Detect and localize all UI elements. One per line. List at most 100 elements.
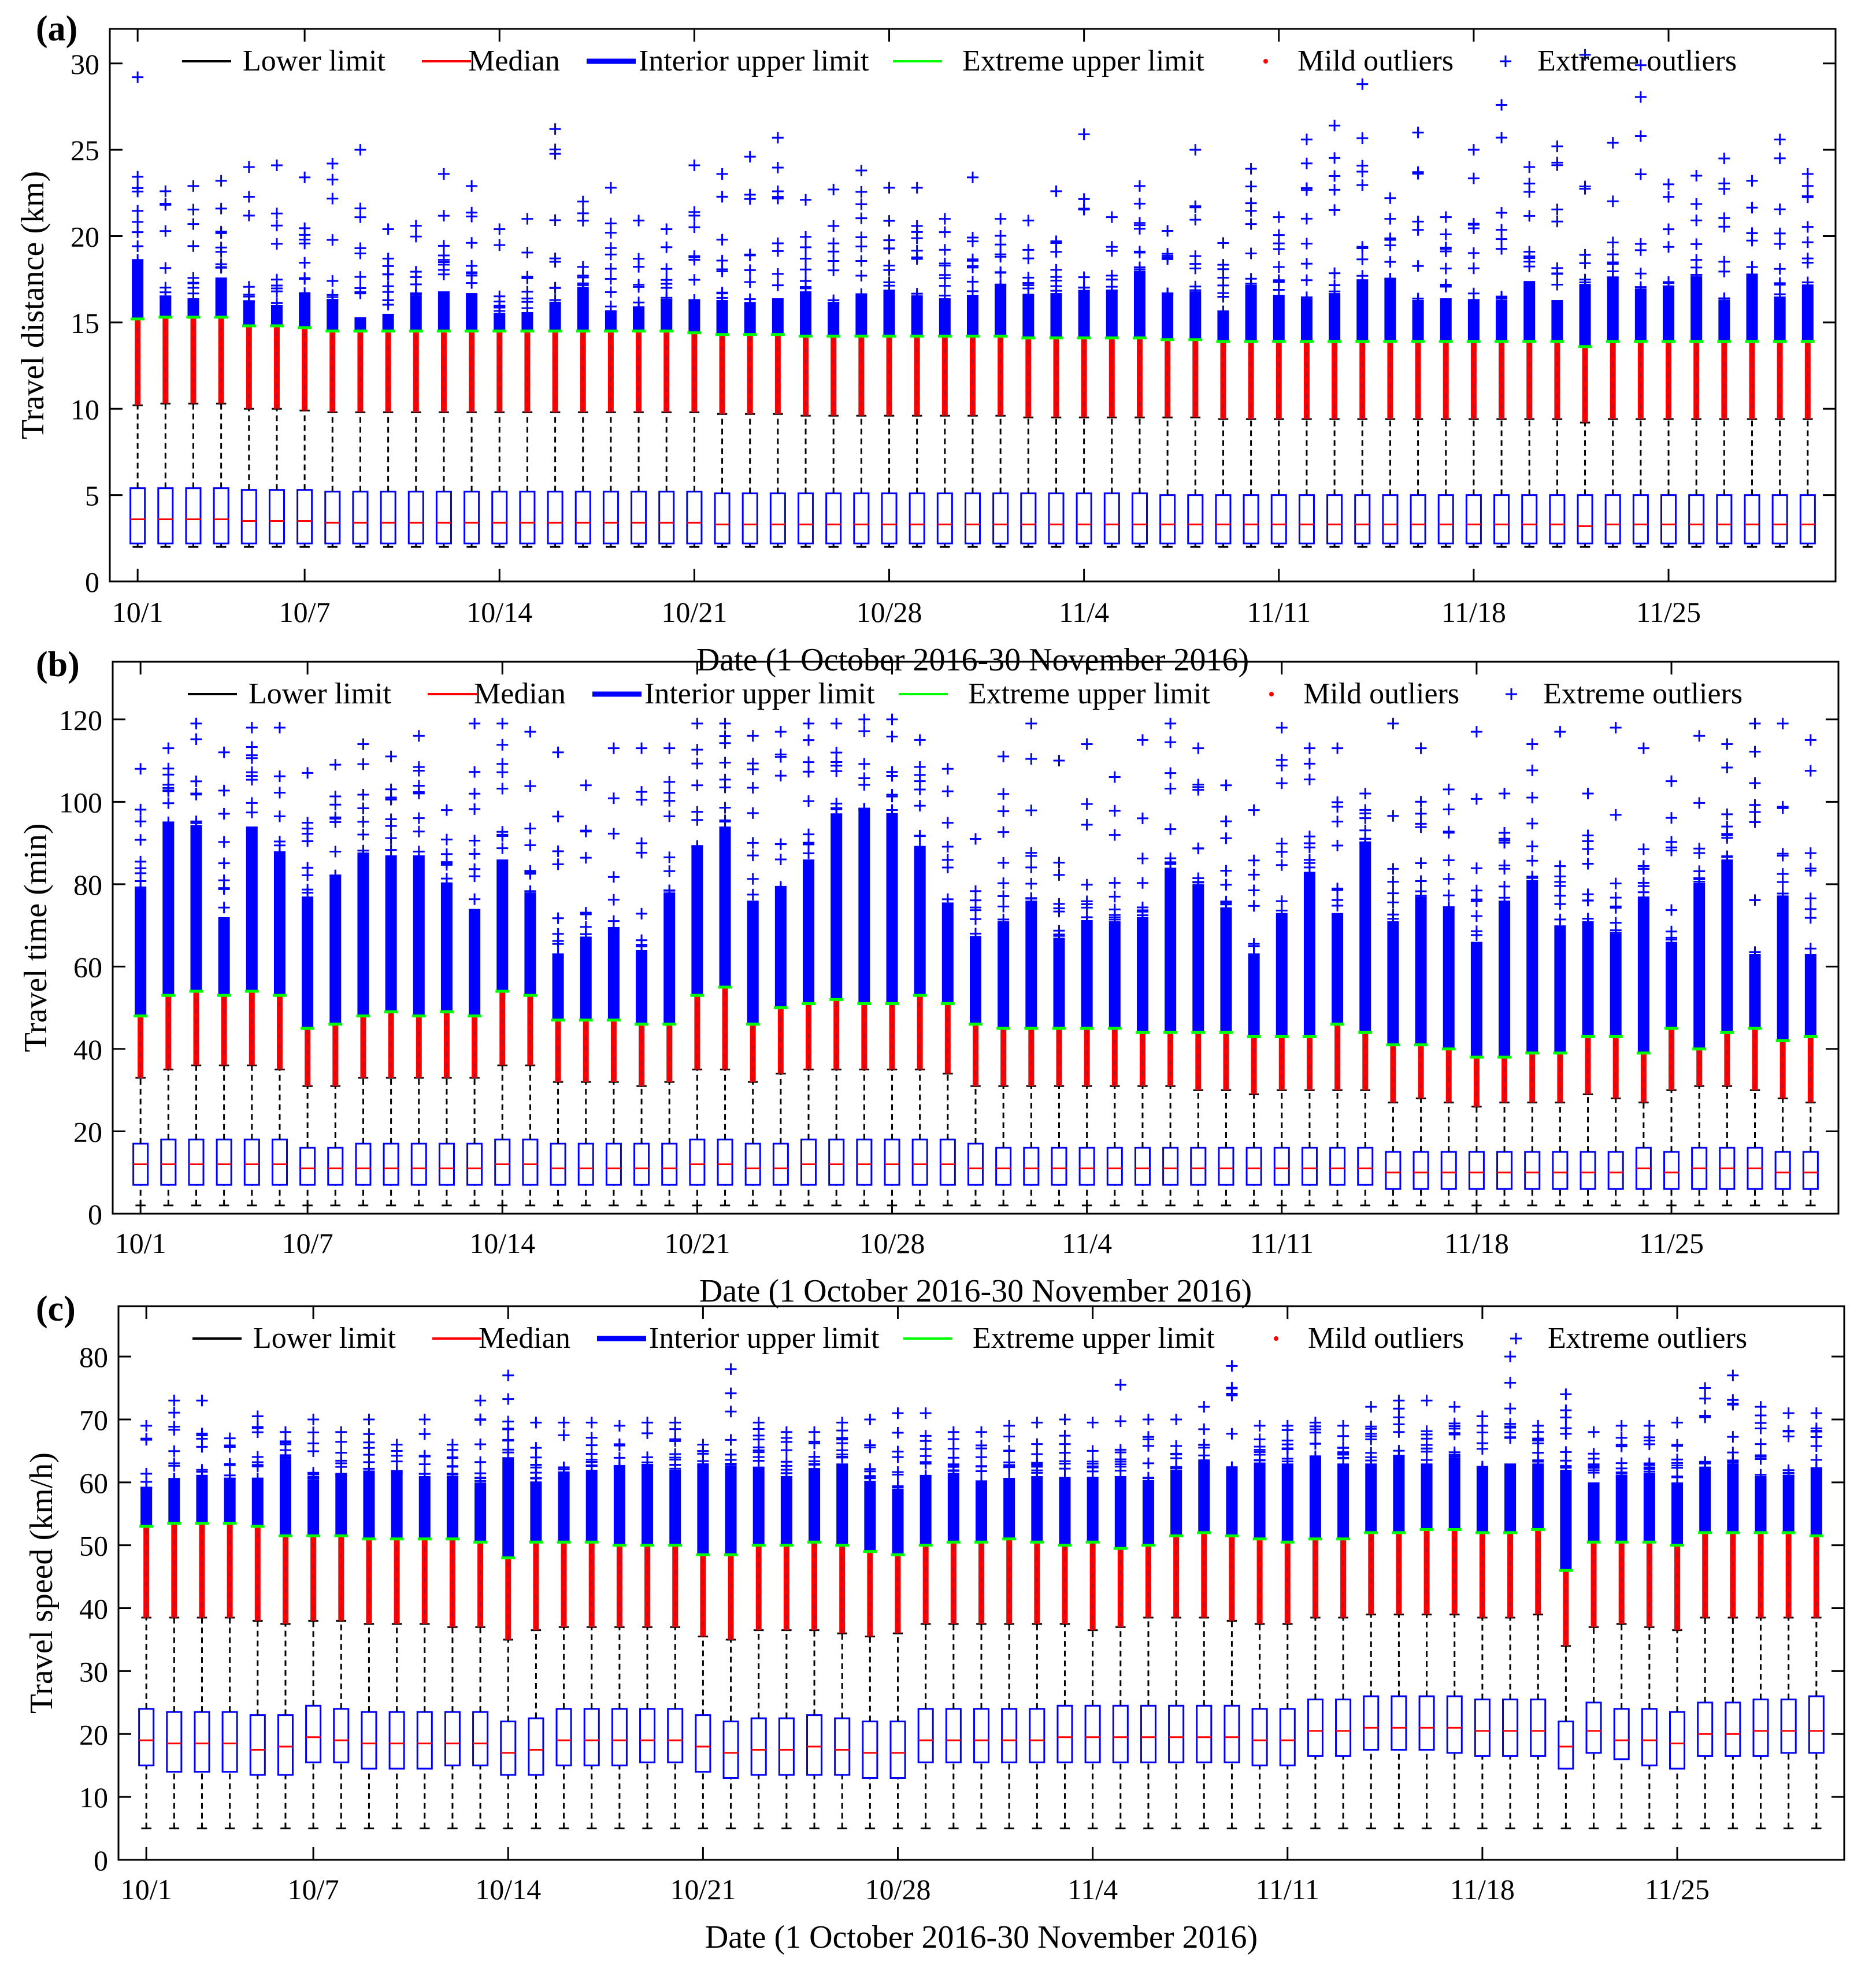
box: [1771, 494, 1788, 544]
extreme-outlier-point: [1499, 788, 1511, 800]
extreme-outlier-point: [976, 1460, 987, 1473]
extreme-outlier-point: [1801, 276, 1814, 288]
extreme-outlier-point: [967, 253, 978, 265]
box: [661, 1143, 678, 1186]
box-day-16: [555, 1417, 572, 1830]
extreme-outlier-point: [663, 776, 676, 788]
extreme-outlier-band: [1053, 937, 1065, 1029]
extreme-outlier-point: [190, 787, 202, 799]
box-day-21: [695, 1439, 711, 1830]
extreme-outlier-band: [1384, 279, 1396, 342]
box: [1020, 492, 1037, 544]
box: [689, 1139, 706, 1186]
extreme-outlier-point: [580, 779, 592, 791]
extreme-outlier-point: [605, 273, 617, 285]
box: [583, 1708, 600, 1767]
extreme-outlier-point: [1421, 1425, 1433, 1437]
extreme-outlier-point: [1774, 227, 1786, 239]
extreme-outlier-point: [1804, 847, 1816, 859]
extreme-outlier-point: [1610, 900, 1622, 913]
extreme-outlier-point: [558, 1429, 570, 1441]
extreme-outlier-point: [774, 770, 787, 782]
extreme-outlier-point: [1245, 180, 1257, 192]
extreme-outlier-band: [941, 904, 954, 1004]
extreme-outlier-point: [1560, 1411, 1572, 1424]
extreme-outlier-point: [1053, 902, 1065, 914]
extreme-outlier-point: [270, 238, 283, 250]
extreme-outlier-point: [410, 288, 422, 300]
extreme-outlier-band: [1217, 312, 1229, 342]
extreme-outlier-point: [327, 289, 339, 301]
extreme-outlier-band: [855, 295, 867, 336]
x-tick-label: 11/11: [1256, 1873, 1319, 1906]
extreme-outlier-point: [1189, 201, 1202, 213]
box-day-6: [271, 722, 288, 1207]
box: [1056, 1704, 1073, 1763]
box: [240, 489, 257, 544]
extreme-outlier-point: [914, 841, 926, 853]
box-day-54: [1607, 722, 1624, 1207]
extreme-outlier-point: [1356, 132, 1369, 144]
extreme-outlier-point: [1532, 1419, 1544, 1432]
box: [324, 491, 341, 544]
box: [1688, 494, 1705, 544]
extreme-outlier-point: [335, 1436, 347, 1448]
y-tick-label: 40: [79, 1593, 108, 1625]
extreme-outlier-point: [224, 1432, 236, 1444]
box: [555, 1708, 572, 1767]
box: [633, 1143, 650, 1186]
extreme-outlier-point: [1774, 134, 1786, 146]
extreme-outlier-point: [413, 765, 425, 777]
box: [574, 491, 591, 544]
extreme-outlier-point: [998, 826, 1010, 838]
extreme-outlier-point: [1551, 216, 1563, 228]
extreme-outlier-point: [1050, 185, 1062, 197]
extreme-outlier-band: [190, 826, 202, 992]
extreme-outlier-point: [1727, 1397, 1739, 1410]
extreme-outlier-point: [605, 242, 617, 254]
box: [1357, 1147, 1374, 1186]
extreme-outlier-band: [752, 1466, 765, 1545]
extreme-outlier-point: [1165, 767, 1177, 779]
extreme-outlier-point: [1615, 1457, 1627, 1469]
extreme-outlier-point: [1245, 218, 1257, 230]
extreme-outlier-band: [1421, 1463, 1433, 1530]
box: [911, 1139, 928, 1186]
extreme-outlier-band: [1523, 281, 1536, 342]
extreme-outlier-point: [1421, 1439, 1433, 1451]
box-day-34: [1048, 185, 1065, 548]
box: [1802, 1151, 1819, 1190]
extreme-outlier-point: [1022, 279, 1035, 291]
extreme-outlier-point: [329, 869, 342, 881]
box-day-12: [438, 804, 455, 1207]
extreme-outlier-point: [1499, 837, 1511, 849]
extreme-outlier-point: [440, 833, 453, 846]
extreme-outlier-band: [914, 847, 926, 996]
extreme-outlier-point: [1276, 754, 1288, 766]
extreme-outlier-point: [1774, 238, 1786, 250]
extreme-outlier-band: [273, 855, 286, 996]
extreme-outlier-point: [1607, 195, 1619, 207]
extreme-outlier-point: [1467, 222, 1480, 234]
extreme-outlier-point: [663, 795, 676, 807]
extreme-outlier-point: [605, 262, 617, 275]
box: [1440, 1151, 1457, 1190]
extreme-outlier-point: [1526, 738, 1538, 750]
legend: Lower limit Median Interior upper limit Ext…: [192, 1322, 1747, 1355]
box: [1641, 1708, 1658, 1767]
extreme-outlier-point: [1412, 224, 1424, 236]
box: [1780, 1698, 1797, 1754]
box: [1524, 1151, 1541, 1190]
box: [1078, 1147, 1095, 1186]
extreme-outlier-point: [1443, 873, 1455, 885]
extreme-outlier-point: [391, 1439, 403, 1451]
extreme-outlier-point: [663, 885, 676, 897]
extreme-outlier-point: [1523, 161, 1536, 173]
extreme-outlier-point: [1245, 162, 1257, 175]
extreme-outlier-point: [883, 280, 895, 292]
extreme-outlier-point: [382, 299, 394, 311]
extreme-outlier-point: [744, 264, 756, 276]
box-day-26: [825, 183, 842, 548]
x-tick-label: 10/1: [115, 1227, 166, 1259]
extreme-outlier-point: [886, 808, 898, 820]
